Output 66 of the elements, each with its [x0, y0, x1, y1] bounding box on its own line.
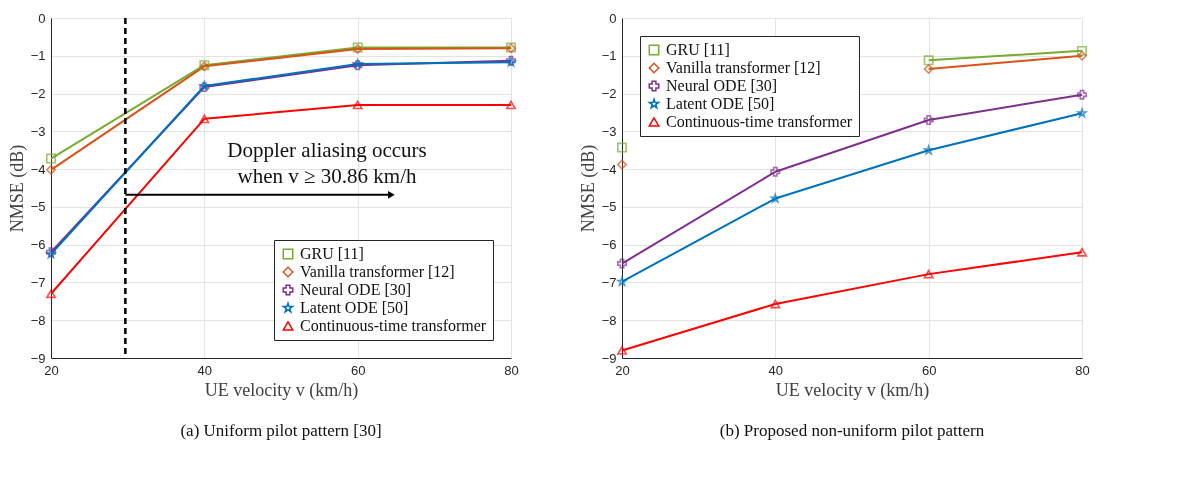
point — [617, 346, 627, 355]
point — [506, 100, 516, 110]
y-axis-title: NMSE (dB) — [577, 144, 599, 233]
y-tick-label: −4 — [30, 161, 46, 177]
y-tick-label: −9 — [30, 350, 46, 366]
point — [46, 153, 56, 164]
legend-label: Vanilla transformer [12] — [300, 263, 455, 280]
legend-label: Neural ODE [30] — [666, 77, 778, 94]
legend-label: Neural ODE [30] — [300, 281, 412, 298]
point — [1077, 50, 1087, 61]
point — [923, 64, 934, 74]
point — [617, 142, 627, 153]
point — [923, 55, 934, 66]
x-tick-label: 40 — [197, 362, 213, 378]
point — [617, 159, 627, 170]
y-tick-label: −1 — [601, 48, 617, 64]
point — [770, 166, 781, 177]
legend-label: GRU [11] — [666, 41, 730, 58]
y-tick-label: −6 — [30, 237, 46, 253]
point — [1077, 247, 1087, 257]
x-tick-label: 20 — [615, 362, 630, 378]
y-tick-label: −5 — [601, 199, 617, 215]
text: (b) Proposed non-uniform pilot pattern — [719, 421, 985, 440]
annotation: Doppler aliasing occurs when v ≥ 30.86 km/h — [227, 137, 427, 188]
y-tick-label: −7 — [30, 274, 46, 290]
point — [923, 115, 934, 125]
y-tick-label: −3 — [30, 123, 46, 139]
x-axis-title: UE velocity v (km/h) — [204, 379, 359, 401]
y-tick-label: −8 — [601, 312, 617, 328]
y-tick-label: −1 — [30, 48, 46, 64]
point — [352, 100, 363, 110]
y-tick-label: −7 — [601, 274, 617, 290]
legend-label: Vanilla transformer [12] — [666, 59, 821, 76]
y-tick-label: −5 — [30, 199, 46, 215]
text: (a) Uniform pilot pattern [30] — [180, 421, 382, 440]
point — [46, 164, 56, 175]
x-tick-label: 40 — [768, 362, 784, 378]
point — [617, 258, 627, 269]
point — [199, 114, 210, 124]
y-tick-label: −3 — [601, 123, 617, 139]
legend-label: Latent ODE [50] — [666, 95, 775, 112]
y-tick-label: −2 — [30, 86, 46, 102]
x-tick-label: 80 — [504, 362, 519, 378]
point — [1077, 45, 1087, 56]
y-tick-label: −4 — [601, 161, 617, 177]
y-tick-label: −2 — [601, 86, 617, 102]
x-axis-title: UE velocity v (km/h) — [775, 379, 930, 401]
y-tick-label: −8 — [30, 312, 46, 328]
x-tick-label: 80 — [1075, 362, 1090, 378]
legend-label: Latent ODE [50] — [300, 299, 409, 316]
point — [46, 289, 56, 299]
point — [770, 193, 781, 203]
y-tick-label: −6 — [601, 237, 617, 253]
y-axis-title: NMSE (dB) — [6, 144, 28, 233]
point — [770, 299, 781, 309]
legend-label: Continuous-time transformer — [666, 113, 853, 130]
legend-label: GRU [11] — [300, 245, 364, 262]
y-tick-label: 0 — [38, 10, 46, 26]
point — [923, 269, 934, 279]
legend-label: Continuous-time transformer — [300, 317, 487, 334]
y-tick-label: 0 — [609, 10, 617, 26]
x-tick-label: 60 — [921, 362, 937, 378]
x-tick-label: 60 — [350, 362, 366, 378]
point — [1077, 89, 1087, 100]
y-tick-label: −9 — [601, 350, 617, 366]
x-tick-label: 20 — [44, 362, 59, 378]
